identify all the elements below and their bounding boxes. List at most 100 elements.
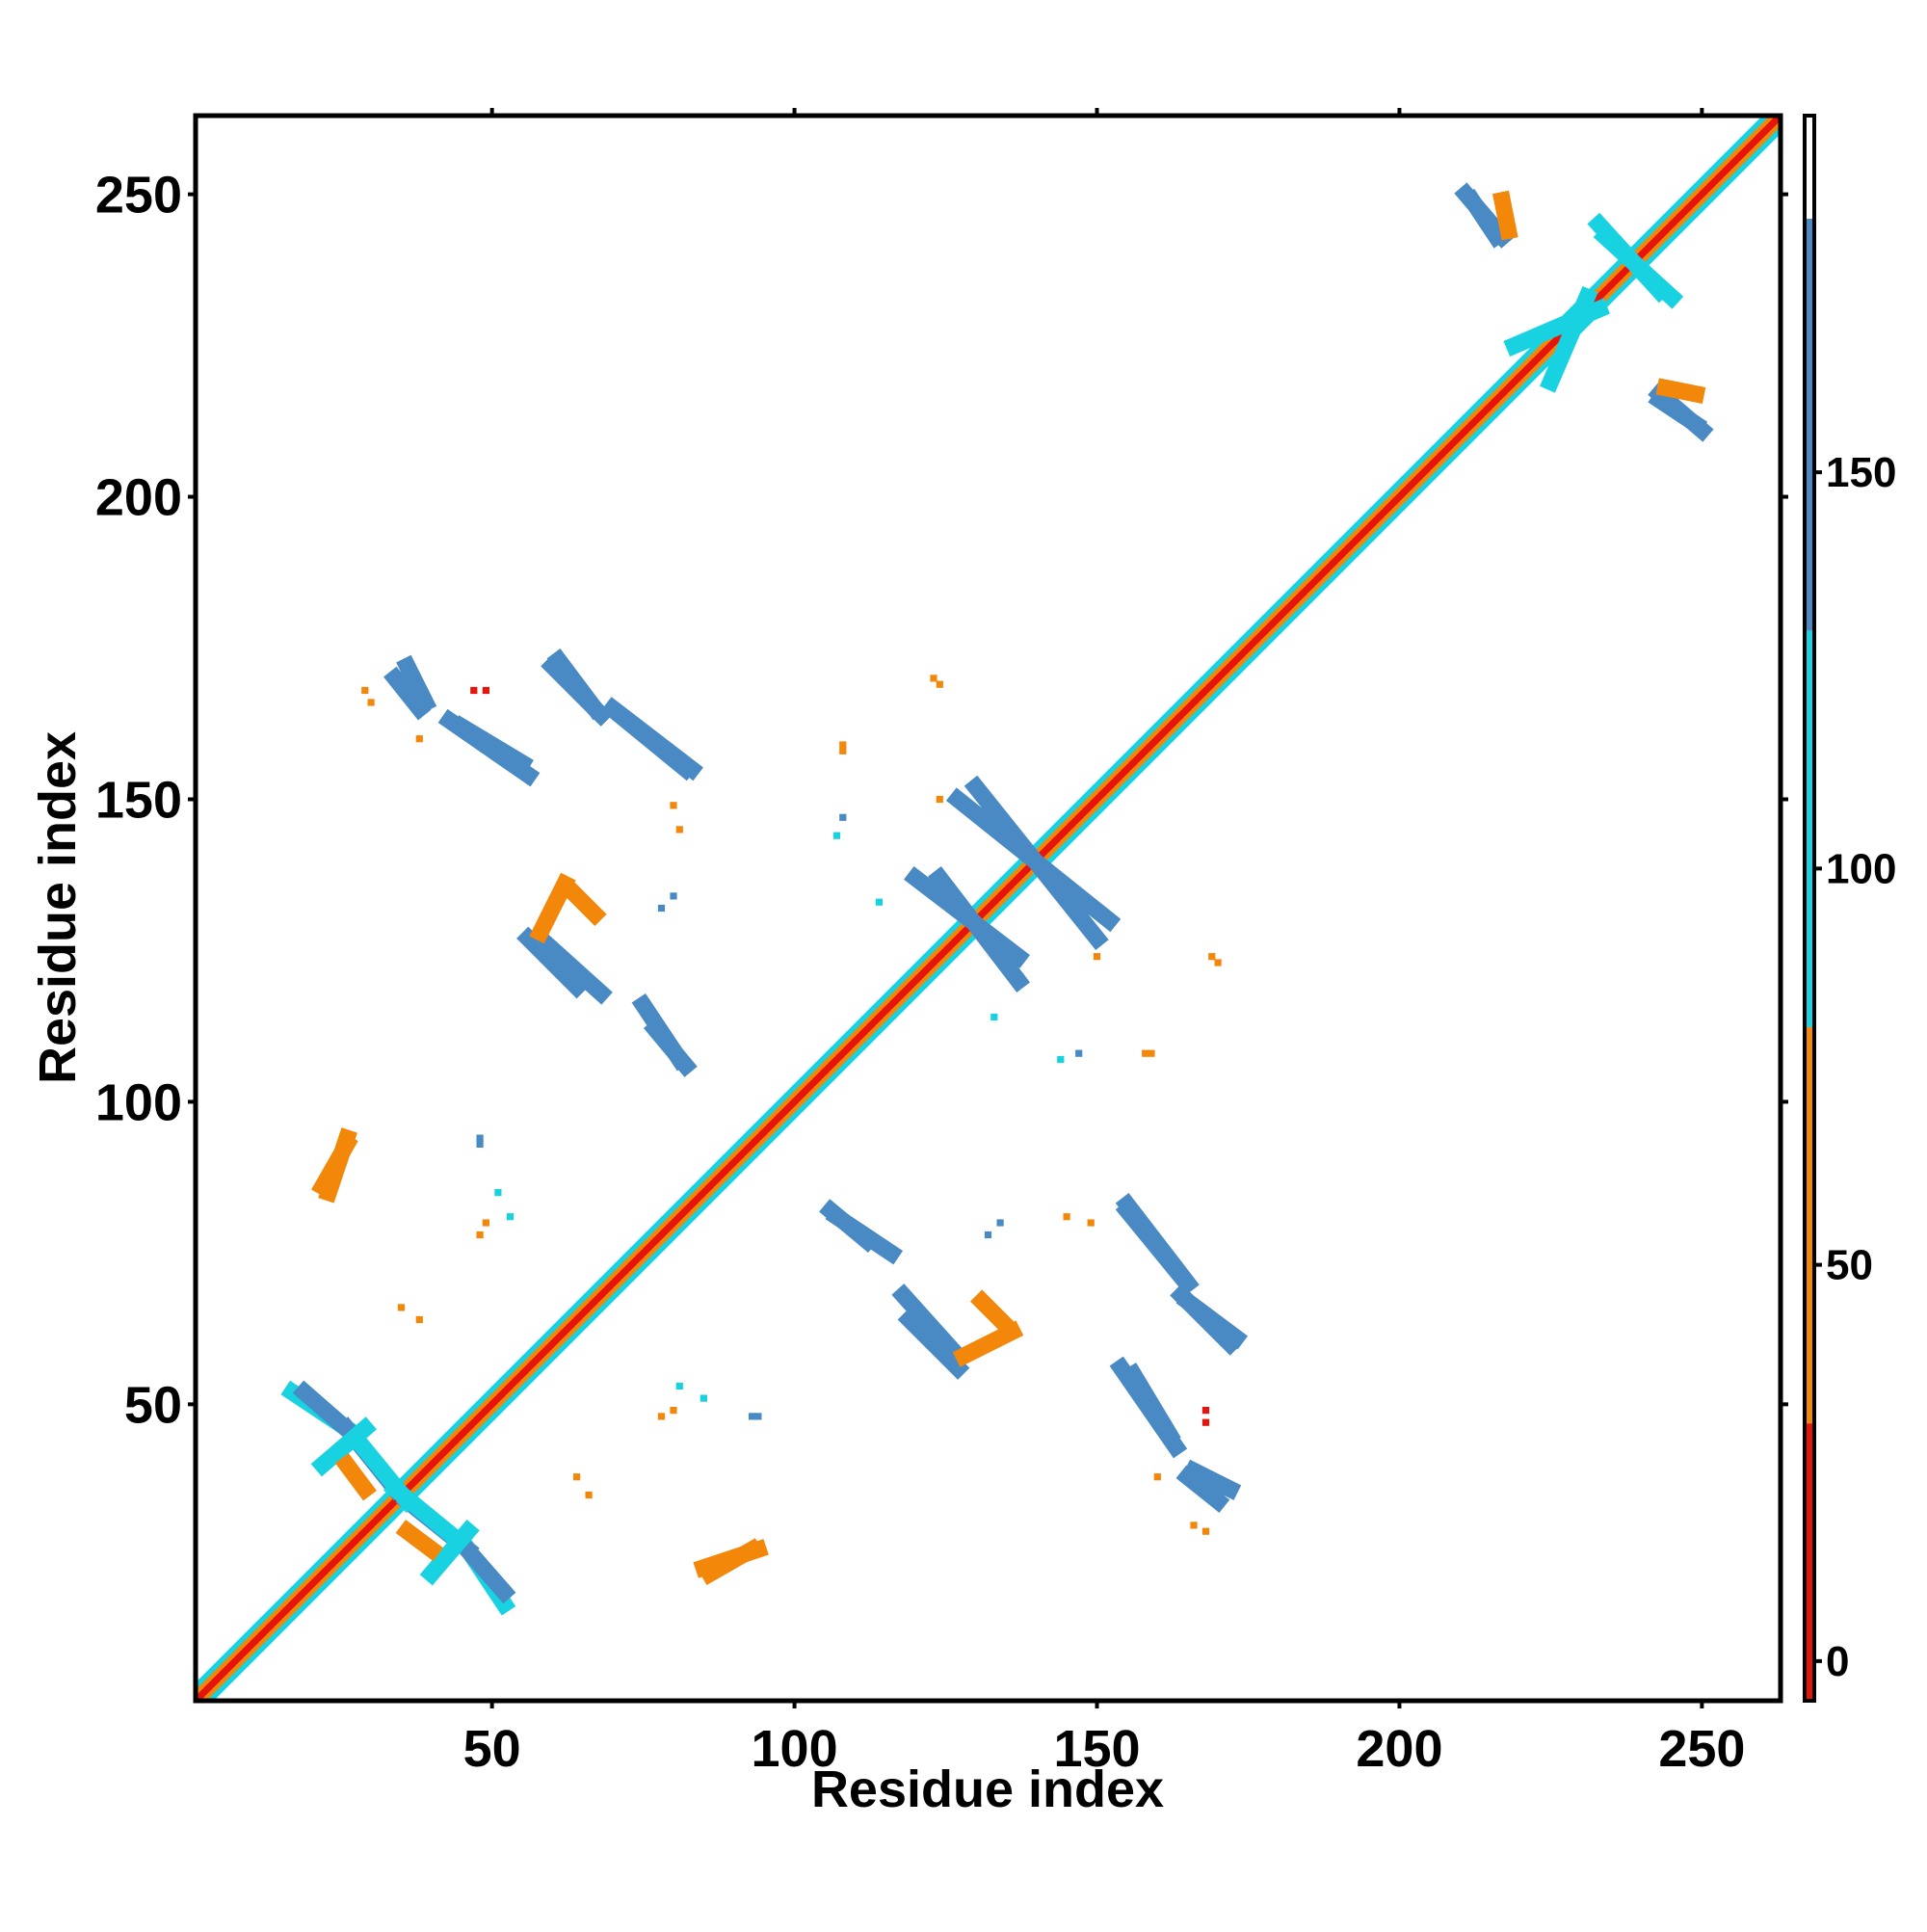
colorbar: 0 50 100 150 xyxy=(1803,114,1896,1703)
contact-point xyxy=(749,1413,756,1420)
contact-point xyxy=(415,1315,423,1324)
contact-point xyxy=(754,1413,762,1420)
contact-point xyxy=(506,1213,515,1221)
contact-point xyxy=(875,898,884,906)
y-tick-label: 200 xyxy=(95,469,182,527)
contact-point xyxy=(1063,1213,1070,1221)
contact-segment xyxy=(897,1308,970,1380)
contact-segment xyxy=(419,1520,480,1586)
contact-point xyxy=(832,832,841,839)
colorbar-frame xyxy=(1803,114,1816,1703)
contact-point xyxy=(839,747,847,754)
contact-point xyxy=(670,802,677,809)
contact-point xyxy=(936,680,943,688)
contact-segment xyxy=(969,1289,1018,1337)
colorbar-band xyxy=(1805,630,1814,1027)
colorbar-tick-label: 0 xyxy=(1826,1638,1849,1685)
contact-point xyxy=(361,686,369,695)
contact-point xyxy=(996,1219,1004,1227)
contact-segment xyxy=(1492,190,1518,241)
contact-point xyxy=(990,1013,998,1021)
y-axis-label: Residue index xyxy=(29,731,87,1084)
contact-segment xyxy=(292,1380,365,1446)
contact-point xyxy=(1153,1473,1161,1481)
y-tick-label: 50 xyxy=(124,1376,182,1434)
colorbar-band xyxy=(1805,116,1814,219)
contact-segment xyxy=(516,926,589,999)
contact-segment xyxy=(1175,1289,1249,1350)
contact-segment xyxy=(1182,1459,1242,1500)
contact-segment xyxy=(698,1538,764,1585)
y-tick-label: 100 xyxy=(95,1073,182,1131)
contact-segment xyxy=(1122,1363,1181,1446)
contact-point xyxy=(670,892,677,900)
contact-point xyxy=(1201,1407,1210,1415)
contact-point xyxy=(482,686,489,695)
contact-point xyxy=(397,1304,406,1311)
contact-point xyxy=(657,1413,666,1420)
colorbar-band xyxy=(1805,218,1814,631)
contact-point xyxy=(367,699,375,706)
contact-segment xyxy=(529,872,576,944)
colorbar-tick-label: 150 xyxy=(1826,449,1896,496)
contact-segment xyxy=(396,654,437,714)
contact-segment xyxy=(1175,1465,1230,1513)
contact-point xyxy=(1087,1219,1095,1227)
contact-point xyxy=(482,1219,489,1227)
contact-segment xyxy=(964,775,1109,951)
contact-segment xyxy=(395,1520,443,1562)
contact-segment xyxy=(546,648,607,721)
contact-point xyxy=(984,1231,992,1239)
contact-point xyxy=(1201,1527,1210,1535)
contact-point xyxy=(930,675,937,682)
heatmap-cells xyxy=(196,116,1781,1701)
contact-segment xyxy=(311,1132,358,1199)
contact-point xyxy=(670,1407,677,1415)
contact-segment xyxy=(928,865,1031,992)
x-axis-label: Residue index xyxy=(811,1760,1164,1818)
contact-point xyxy=(675,826,683,834)
contact-segment xyxy=(450,715,534,775)
contact-segment xyxy=(310,1416,377,1477)
contact-point xyxy=(1201,1418,1210,1426)
contact-point xyxy=(839,813,847,821)
contact-point xyxy=(1208,953,1216,961)
contact-segment xyxy=(1454,182,1515,249)
contact-segment xyxy=(601,697,703,781)
contact-point xyxy=(470,686,478,695)
contact-point xyxy=(1142,1049,1149,1057)
colorbar-tick-label: 100 xyxy=(1826,845,1896,892)
contact-segment xyxy=(341,1422,419,1513)
contact-point xyxy=(1214,959,1222,966)
contact-point xyxy=(1075,1049,1083,1057)
contact-segment xyxy=(450,1531,516,1604)
contact-point xyxy=(700,1394,707,1402)
contact-point xyxy=(657,904,666,913)
contact-segment xyxy=(383,666,432,721)
contact-segment xyxy=(952,1320,1024,1367)
contact-segment xyxy=(1648,382,1714,442)
contact-point xyxy=(1057,1055,1065,1064)
contact-segment xyxy=(1655,378,1706,404)
colorbar-band xyxy=(1805,1026,1814,1424)
contact-segment xyxy=(643,1017,698,1077)
contact-point xyxy=(1148,1049,1155,1057)
y-tick-label: 150 xyxy=(95,771,182,829)
axis-ticks: 50 100 150 200 250 50 100 150 200 250 xyxy=(95,108,1788,1778)
contact-point xyxy=(936,795,943,804)
contact-point xyxy=(476,1140,484,1148)
x-tick-label: 200 xyxy=(1356,1720,1442,1778)
contact-point xyxy=(839,741,847,749)
x-tick-label: 150 xyxy=(1053,1720,1140,1778)
contact-segment xyxy=(891,1284,970,1368)
contact-segment xyxy=(819,1199,880,1254)
x-tick-label: 50 xyxy=(463,1720,521,1778)
contact-point xyxy=(585,1491,593,1499)
colorbar-tick-label: 50 xyxy=(1826,1242,1873,1289)
contact-segment xyxy=(559,878,607,927)
contact-point xyxy=(476,1231,484,1239)
contact-segment xyxy=(1593,225,1684,309)
